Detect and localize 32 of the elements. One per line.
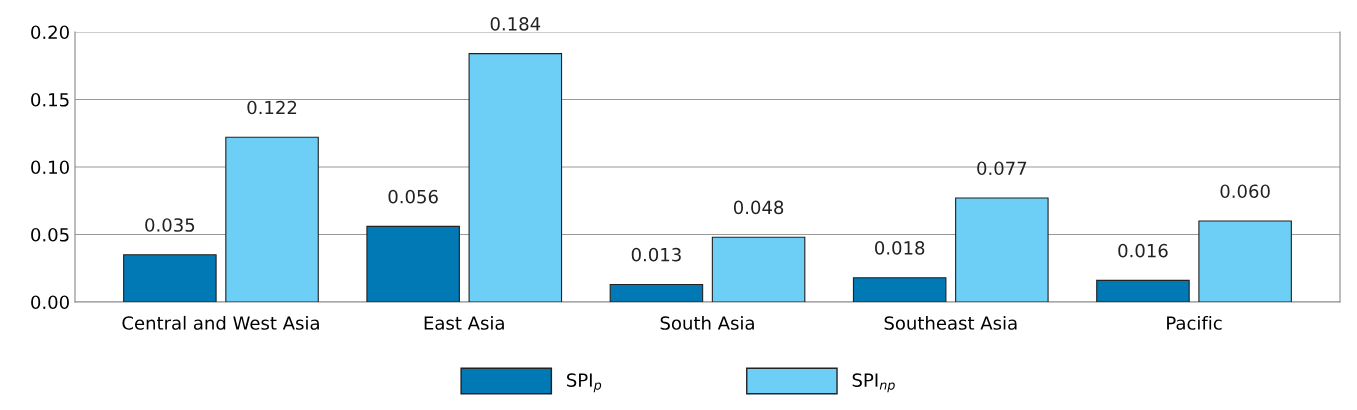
data-label: 0.035 [145,218,195,232]
y-tick-label: 0.15 [31,92,69,107]
data-label: 0.060 [1220,184,1270,199]
data-label: 0.056 [388,189,438,204]
y-tick-label: 0.00 [31,295,69,310]
bar [468,53,563,302]
x-tick-label: Pacific [1167,315,1222,330]
data-label: 0.016 [1118,243,1168,258]
bar [609,283,704,302]
data-label: 0.048 [733,200,784,215]
bar [123,254,217,302]
bar [711,236,806,302]
bar [225,136,319,302]
data-label: 0.122 [247,100,297,115]
data-label: 0.018 [875,241,925,255]
bar [955,197,1049,302]
data-label: 0.013 [631,247,681,262]
x-tick-label: Central and West Asia [122,315,319,330]
y-tick-label: 0.20 [31,25,69,40]
data-label: 0.184 [490,17,541,31]
bar [1096,279,1190,302]
x-tick-label: South Asia [660,315,754,330]
bar [852,277,947,302]
bar [366,225,460,302]
x-tick-label: East Asia [424,315,504,330]
y-tick-label: 0.05 [31,227,69,242]
bar [1198,220,1292,302]
x-tick-label: Southeast Asia [884,315,1017,330]
legend-label: SPI$_{p}$ [567,373,602,393]
legend-label: SPI$_{np}$ [852,373,895,393]
data-label: 0.077 [977,161,1027,176]
y-tick-label: 0.10 [31,160,69,175]
